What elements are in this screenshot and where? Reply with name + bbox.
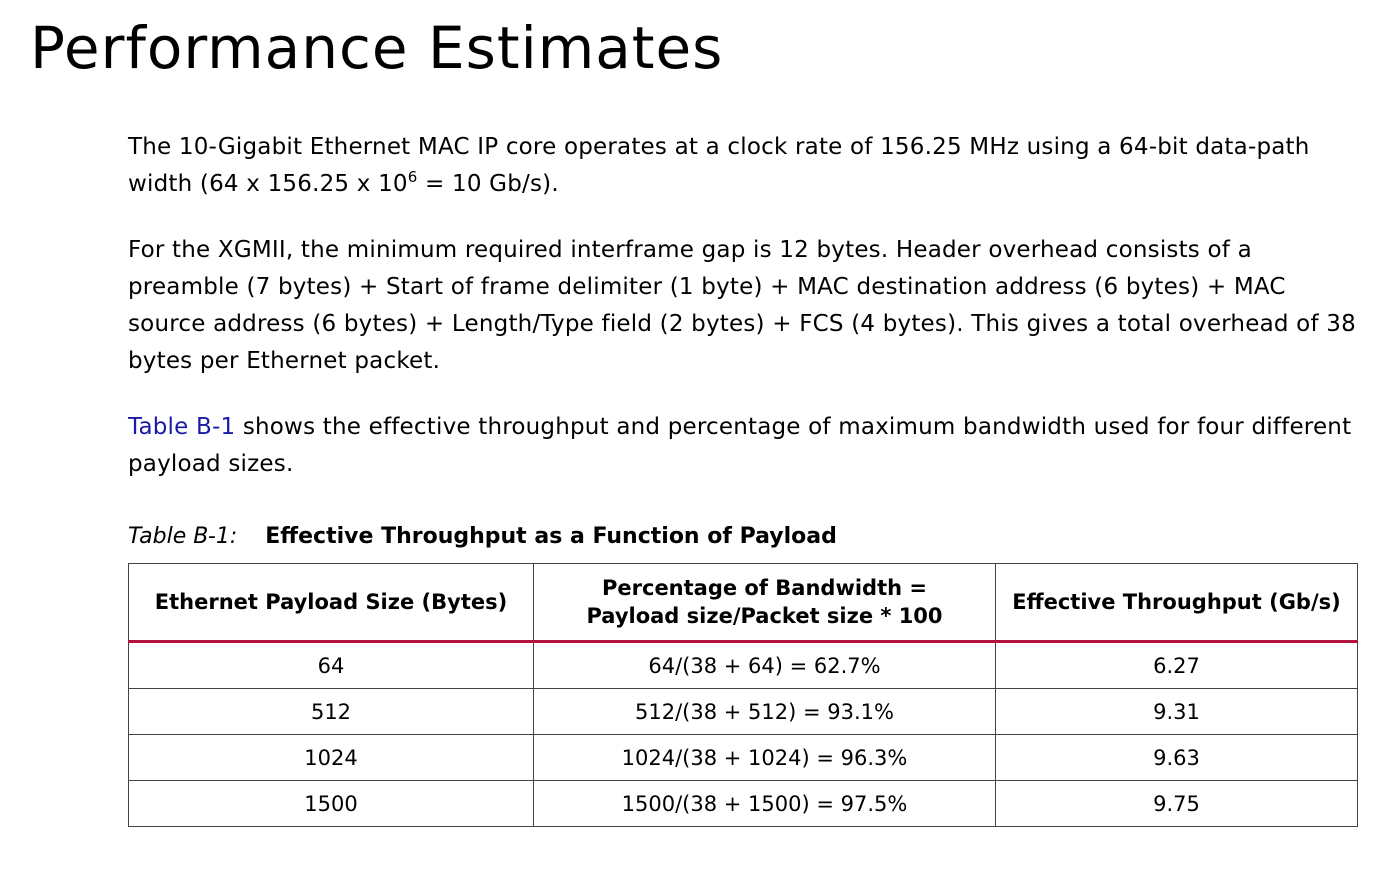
cell-percentage: 1024/(38 + 1024) = 96.3% [533, 734, 996, 781]
throughput-table: Ethernet Payload Size (Bytes) Percentage… [128, 563, 1358, 827]
table-row: 1500 1500/(38 + 1500) = 97.5% 9.75 [128, 780, 1358, 827]
cell-throughput: 6.27 [995, 641, 1358, 689]
table-reference-text: shows the effective throughput and perce… [128, 414, 1352, 477]
header-percentage-line2: Payload size/Packet size * 100 [586, 604, 943, 628]
header-percentage-line1: Percentage of Bandwidth = [602, 576, 927, 600]
intro-text-end: = 10 Gb/s). [417, 171, 559, 197]
cell-payload: 1024 [128, 734, 534, 781]
table-caption-label: Table B-1: [128, 524, 238, 549]
table-caption-title: Effective Throughput as a Function of Pa… [265, 524, 837, 549]
table-b1-link[interactable]: Table B-1 [128, 414, 236, 440]
table-row: 512 512/(38 + 512) = 93.1% 9.31 [128, 688, 1358, 735]
cell-payload: 512 [128, 688, 534, 735]
cell-throughput: 9.63 [995, 734, 1358, 781]
table-header-row: Ethernet Payload Size (Bytes) Percentage… [128, 563, 1358, 643]
cell-percentage: 512/(38 + 512) = 93.1% [533, 688, 996, 735]
table-caption: Table B-1: Effective Throughput as a Func… [128, 521, 837, 553]
header-throughput: Effective Throughput (Gb/s) [995, 563, 1358, 643]
cell-payload: 1500 [128, 780, 534, 827]
table-reference-paragraph: Table B-1 shows the effective throughput… [128, 409, 1368, 483]
cell-throughput: 9.75 [995, 780, 1358, 827]
overhead-paragraph: For the XGMII, the minimum required inte… [128, 237, 1356, 374]
intro-text: The 10-Gigabit Ethernet MAC IP core oper… [128, 134, 1310, 197]
cell-throughput: 9.31 [995, 688, 1358, 735]
header-payload-size: Ethernet Payload Size (Bytes) [128, 563, 534, 643]
header-percentage: Percentage of Bandwidth = Payload size/P… [533, 563, 996, 643]
cell-payload: 64 [128, 641, 534, 689]
exponent: 6 [407, 168, 418, 186]
intro-paragraph: The 10-Gigabit Ethernet MAC IP core oper… [128, 129, 1368, 203]
page-title: Performance Estimates [30, 14, 724, 82]
table-row: 1024 1024/(38 + 1024) = 96.3% 9.63 [128, 734, 1358, 781]
table-row: 64 64/(38 + 64) = 62.7% 6.27 [128, 641, 1358, 689]
cell-percentage: 64/(38 + 64) = 62.7% [533, 641, 996, 689]
cell-percentage: 1500/(38 + 1500) = 97.5% [533, 780, 996, 827]
